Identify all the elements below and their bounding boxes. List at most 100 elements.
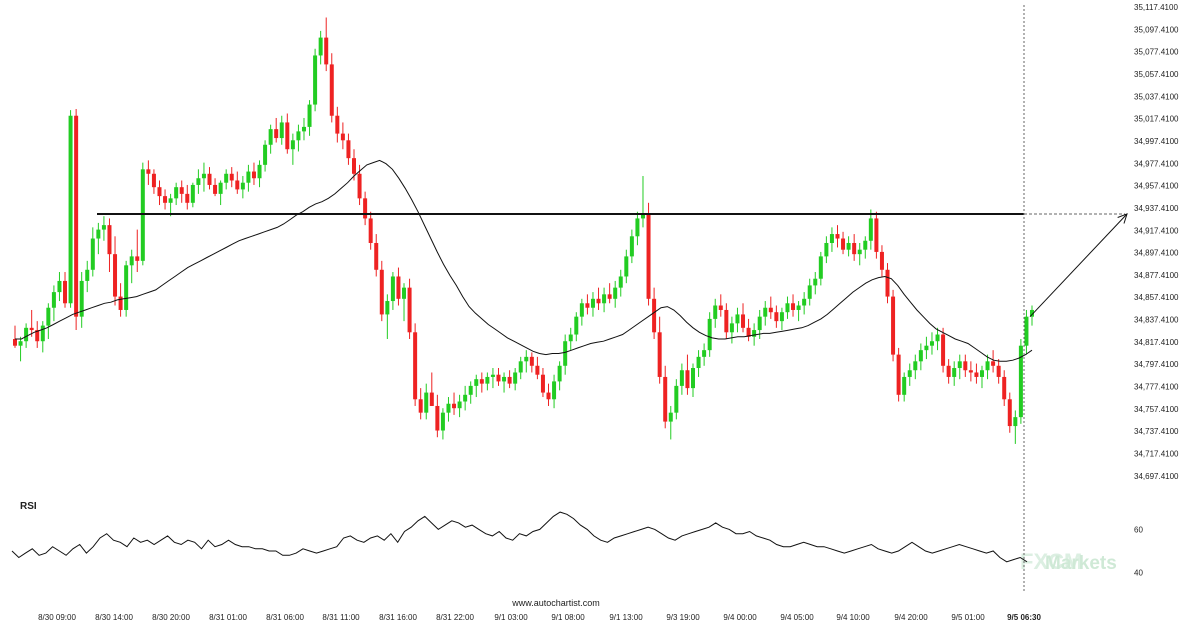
x-tick-label: 8/31 16:00 <box>379 613 417 622</box>
candle-body <box>663 376 668 422</box>
rsi-line <box>11 511 1028 563</box>
candle-body <box>952 368 957 377</box>
candle-body <box>585 303 590 308</box>
candle-body <box>324 37 329 65</box>
candle-body <box>340 133 345 141</box>
candle-body <box>563 341 568 366</box>
candle-body <box>68 115 73 304</box>
candle-body <box>863 240 868 250</box>
candle-body <box>146 169 151 174</box>
rsi-tick-label: 60 <box>1134 525 1143 534</box>
candle-body <box>713 305 718 319</box>
candle-body <box>868 218 873 241</box>
candle-body <box>968 370 973 373</box>
candle-body <box>351 158 357 174</box>
candle-body <box>374 242 379 270</box>
candles-layer <box>12 17 1035 444</box>
candle-body <box>440 412 445 431</box>
candle-body <box>168 198 173 203</box>
candle-body <box>213 184 218 194</box>
candle-body <box>802 298 807 306</box>
candle-body <box>263 144 268 165</box>
candle-body <box>201 173 206 179</box>
candle-body <box>240 182 245 190</box>
watermark: FXCM Markets <box>1020 549 1117 574</box>
candle-body <box>301 126 306 132</box>
candle-body <box>690 368 696 389</box>
y-tick-label: 35,117.4100 <box>1134 3 1178 12</box>
x-tick-label: 9/5 06:30 <box>1007 613 1041 622</box>
y-tick-label: 34,857.4100 <box>1134 293 1179 302</box>
x-tick-label: 9/3 19:00 <box>666 613 700 622</box>
candle-body <box>946 365 951 377</box>
candle-body <box>235 180 240 190</box>
candle-body <box>207 173 212 185</box>
candle-body <box>929 341 934 346</box>
candle-body <box>891 296 896 355</box>
candle-body <box>224 173 229 183</box>
candle-body <box>557 365 562 382</box>
rsi-tick-label: 40 <box>1134 569 1143 578</box>
candle-body <box>402 287 407 299</box>
candle-body <box>457 401 462 409</box>
candle-body <box>618 276 623 288</box>
candle-body <box>807 285 812 299</box>
candle-body <box>140 169 145 261</box>
candle-body <box>963 361 968 371</box>
x-tick-label: 8/31 01:00 <box>209 613 247 622</box>
candle-body <box>24 327 29 342</box>
candle-body <box>785 303 790 313</box>
overlay-layer <box>15 5 1128 592</box>
candle-body <box>279 122 284 139</box>
candle-body <box>96 229 101 239</box>
candle-body <box>513 372 518 384</box>
candle-body <box>1013 417 1018 427</box>
y-tick-label: 34,897.4100 <box>1134 249 1179 258</box>
candle-body <box>729 323 734 333</box>
candle-body <box>707 318 712 351</box>
y-tick-label: 34,817.4100 <box>1134 338 1179 347</box>
candle-body <box>251 171 256 179</box>
candle-body <box>157 187 162 197</box>
candle-body <box>268 129 273 145</box>
y-tick-label: 35,057.4100 <box>1134 70 1179 79</box>
candle-body <box>346 140 351 159</box>
candle-body <box>229 173 234 181</box>
candle-body <box>607 294 612 299</box>
candle-body <box>552 381 557 400</box>
candle-body <box>429 392 434 406</box>
candle-body <box>540 374 545 393</box>
candle-body <box>841 238 846 250</box>
candle-body <box>496 374 501 382</box>
candle-body <box>424 392 429 413</box>
x-tick-label: 8/30 20:00 <box>152 613 190 622</box>
candle-body <box>646 213 651 299</box>
candle-body <box>1002 376 1007 400</box>
candle-body <box>824 242 829 257</box>
candle-body <box>390 276 395 302</box>
candle-body <box>174 187 179 199</box>
footer-url: www.autochartist.com <box>511 598 600 608</box>
moving-average-line <box>15 159 1033 362</box>
candle-body <box>435 405 440 431</box>
candle-body <box>57 280 62 293</box>
candle-body <box>741 314 746 328</box>
candle-body <box>635 218 640 237</box>
candle-body <box>185 193 190 203</box>
candle-body <box>407 287 412 333</box>
x-tick-label: 9/1 13:00 <box>609 613 643 622</box>
candle-body <box>396 276 401 299</box>
candle-body <box>463 394 468 402</box>
candle-body <box>791 303 796 310</box>
candle-body <box>474 379 479 386</box>
candle-body <box>307 104 312 127</box>
candle-body <box>51 292 56 308</box>
candle-body <box>101 225 106 230</box>
x-tick-label: 9/1 03:00 <box>494 613 528 622</box>
x-tick-label: 9/1 08:00 <box>551 613 585 622</box>
candle-body <box>857 249 862 255</box>
candle-body <box>124 265 129 310</box>
candle-body <box>657 332 662 377</box>
y-tick-label: 35,097.4100 <box>1134 25 1179 34</box>
candle-body <box>446 403 451 413</box>
